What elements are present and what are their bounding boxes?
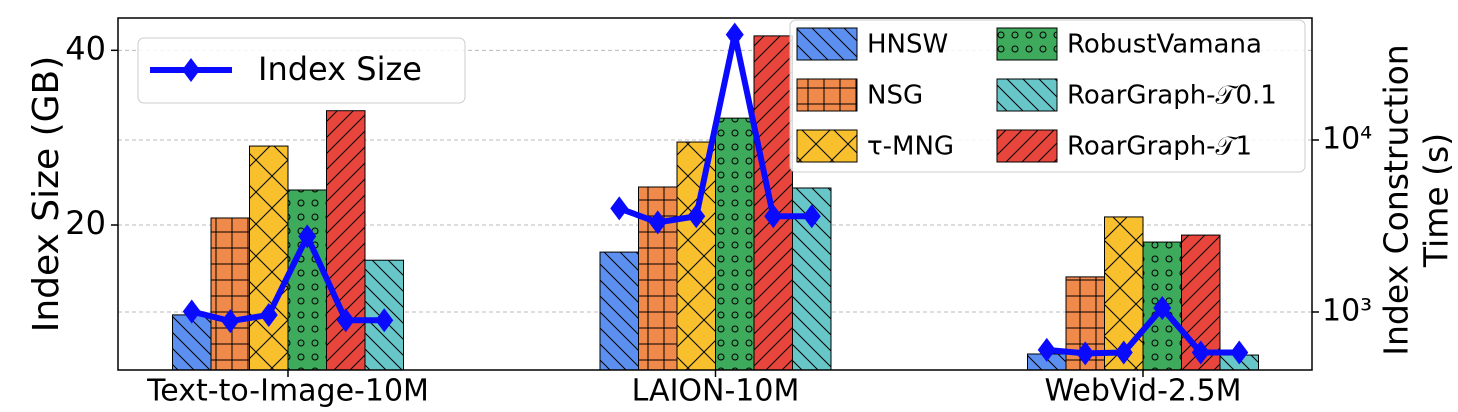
index-size-marker — [298, 224, 317, 249]
legend-label: NSG — [867, 81, 923, 111]
index-size-marker — [336, 308, 355, 333]
legend-swatch — [796, 27, 858, 61]
bar — [599, 251, 639, 371]
y-tick-label: 40 — [65, 29, 106, 67]
index-size-marker — [725, 22, 744, 47]
index-size-marker — [648, 210, 667, 235]
bar — [249, 145, 289, 371]
legend-label: RobustVamana — [1067, 30, 1262, 60]
bar — [287, 189, 327, 371]
y2-tick-label: 10⁴ — [1322, 121, 1372, 156]
legend-label: RoarGraph-𝒯1 — [1067, 132, 1252, 162]
index-size-marker — [610, 196, 629, 221]
legend-label: Index Size — [258, 50, 422, 88]
bar — [715, 117, 755, 371]
index-size-marker — [764, 204, 783, 229]
index-size-marker — [1153, 295, 1172, 320]
legend-swatch — [996, 129, 1058, 163]
index-size-marker — [1076, 341, 1095, 366]
index-size-marker — [375, 308, 394, 333]
index-size-marker — [687, 204, 706, 229]
legend-swatch — [996, 27, 1058, 61]
legend: Index Size — [137, 37, 466, 104]
index-size-marker — [259, 302, 278, 327]
index-size-marker — [182, 299, 201, 324]
x-tick-label: Text-to-Image-10M — [146, 374, 429, 409]
index-size-marker — [1037, 337, 1056, 362]
index-size-marker — [1114, 340, 1133, 365]
bar — [676, 141, 716, 371]
bar — [210, 217, 250, 371]
legend-marker — [182, 58, 200, 82]
y2-axis-label: Index Construction — [1377, 44, 1416, 355]
index-size-marker — [1191, 340, 1210, 365]
index-size-marker — [802, 204, 821, 229]
legend-swatch — [796, 78, 858, 112]
legend-label: RoarGraph-𝒯0.1 — [1067, 81, 1277, 111]
x-tick-label: WebVid-2.5M — [1044, 374, 1241, 409]
x-tick-label: LAION-10M — [632, 374, 800, 409]
legend-swatch — [996, 78, 1058, 112]
legend-label: τ-MNG — [867, 132, 954, 162]
legend-label: HNSW — [867, 30, 948, 60]
y-axis-label: Index Size (GB) — [26, 56, 67, 333]
index-size-marker — [1230, 340, 1249, 365]
bar — [172, 314, 212, 371]
legend-swatch — [796, 129, 858, 163]
legend: HNSW NSG τ-MNG RobustVamana RoarGraph-𝒯1 Roar… — [789, 19, 1306, 173]
index-size-marker — [221, 309, 240, 334]
y-tick-label: 20 — [65, 204, 106, 242]
y2-axis-label: Time (s) — [1417, 133, 1456, 268]
y2-tick-label: 10³ — [1322, 293, 1372, 328]
legend-box — [137, 37, 466, 104]
